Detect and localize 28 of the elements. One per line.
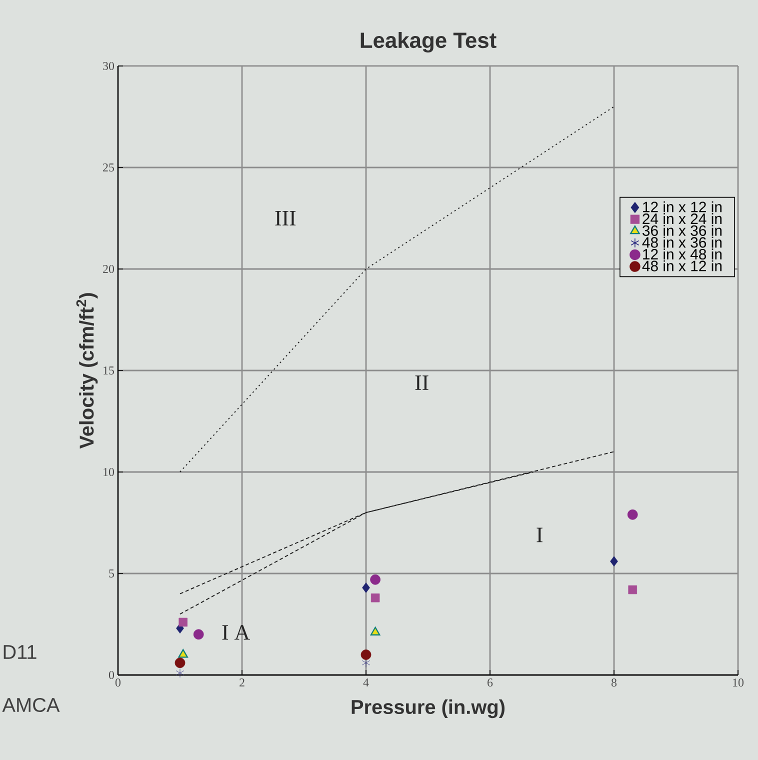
x-tick-label: 4	[363, 678, 369, 686]
x-tick-label: 0	[115, 678, 121, 687]
legend-label: 48 in x 12 in	[642, 260, 722, 272]
y-tick-label: 30	[103, 62, 114, 70]
text: D11	[4, 645, 36, 659]
annotation: I	[536, 528, 542, 542]
x-tick-label: 10	[733, 678, 744, 687]
y-tick-label: 25	[103, 163, 114, 172]
y-axis-title: Velocity (cfm/ft$^{2}$)	[76, 293, 98, 449]
x-axis-title: Pressure (in.wg)	[352, 699, 505, 718]
y-tick-label: 0	[108, 670, 114, 680]
legend-label: 12 in x 12 in	[643, 201, 722, 212]
annotation: I A	[222, 625, 250, 640]
annotation: III	[275, 211, 296, 226]
annotation: II	[415, 375, 428, 390]
y-tick-label: 10	[104, 468, 114, 476]
legend-label: 12 in x 48 in	[643, 248, 722, 260]
x-tick-label: 8	[611, 678, 617, 687]
x-tick-label: 2	[240, 678, 244, 686]
legend-label: 48 in x 36 in	[642, 236, 722, 248]
y-tick-label: 15	[104, 366, 114, 374]
legend-label: 24 in x 24 in	[642, 213, 722, 224]
legend-label: 36 in x 36 in	[642, 224, 722, 236]
y-tick-label: 5	[109, 570, 114, 578]
x-tick-label: 6	[488, 678, 493, 687]
y-tick-label: 20	[103, 264, 114, 274]
chart-title: Leakage Test	[360, 32, 496, 52]
text: AMCA	[2, 698, 60, 712]
